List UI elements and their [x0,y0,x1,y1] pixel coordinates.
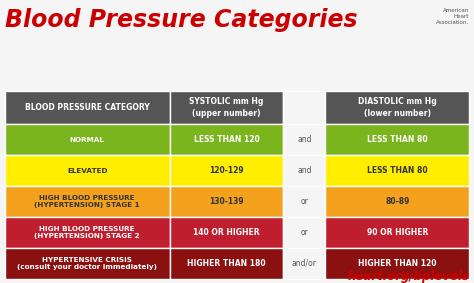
Text: 80-89: 80-89 [385,197,410,206]
Bar [325,91,469,125]
Text: and: and [297,135,311,144]
Text: American
Heart
Association.: American Heart Association. [436,8,469,25]
Bar [5,186,170,217]
Bar [170,248,283,279]
Bar [325,125,469,155]
Text: LESS THAN 120: LESS THAN 120 [194,135,259,144]
Bar [5,125,170,155]
Text: HIGHER THAN 120: HIGHER THAN 120 [358,259,437,268]
Text: or: or [301,197,308,206]
Bar [325,186,469,217]
Bar [283,155,325,186]
Text: BLOOD PRESSURE CATEGORY: BLOOD PRESSURE CATEGORY [25,103,150,112]
Text: and/or: and/or [292,259,317,268]
Bar [283,248,325,279]
Bar [325,248,469,279]
Text: NORMAL: NORMAL [70,137,105,143]
Bar [283,217,325,248]
Text: Blood Pressure Categories: Blood Pressure Categories [5,8,357,33]
Text: or: or [301,228,308,237]
Bar [170,155,283,186]
Text: LESS THAN 80: LESS THAN 80 [367,166,428,175]
Text: HIGH BLOOD PRESSURE
(HYPERTENSION) STAGE 1: HIGH BLOOD PRESSURE (HYPERTENSION) STAGE… [35,195,140,208]
Text: and: and [297,166,311,175]
Bar [5,91,170,125]
Text: 90 OR HIGHER: 90 OR HIGHER [366,228,428,237]
Text: heart.org/bplevels: heart.org/bplevels [347,270,469,283]
Text: SYSTOLIC mm Hg
(upper number): SYSTOLIC mm Hg (upper number) [189,97,264,117]
Bar [325,155,469,186]
Bar [5,217,170,248]
Bar [5,248,170,279]
Bar [283,91,325,125]
Bar [170,217,283,248]
Bar [170,125,283,155]
Text: 130-139: 130-139 [209,197,244,206]
Text: HYPERTENSIVE CRISIS
(consult your doctor immediately): HYPERTENSIVE CRISIS (consult your doctor… [17,257,157,270]
Bar [283,186,325,217]
Text: DIASTOLIC mm Hg
(lower number): DIASTOLIC mm Hg (lower number) [358,97,437,117]
Bar [170,91,283,125]
Text: ELEVATED: ELEVATED [67,168,108,174]
Text: HIGH BLOOD PRESSURE
(HYPERTENSION) STAGE 2: HIGH BLOOD PRESSURE (HYPERTENSION) STAGE… [35,226,140,239]
Bar [325,217,469,248]
Bar [283,125,325,155]
Text: 140 OR HIGHER: 140 OR HIGHER [193,228,260,237]
Bar [170,186,283,217]
Text: HIGHER THAN 180: HIGHER THAN 180 [187,259,266,268]
Text: 120-129: 120-129 [209,166,244,175]
Text: LESS THAN 80: LESS THAN 80 [367,135,428,144]
Bar [5,155,170,186]
